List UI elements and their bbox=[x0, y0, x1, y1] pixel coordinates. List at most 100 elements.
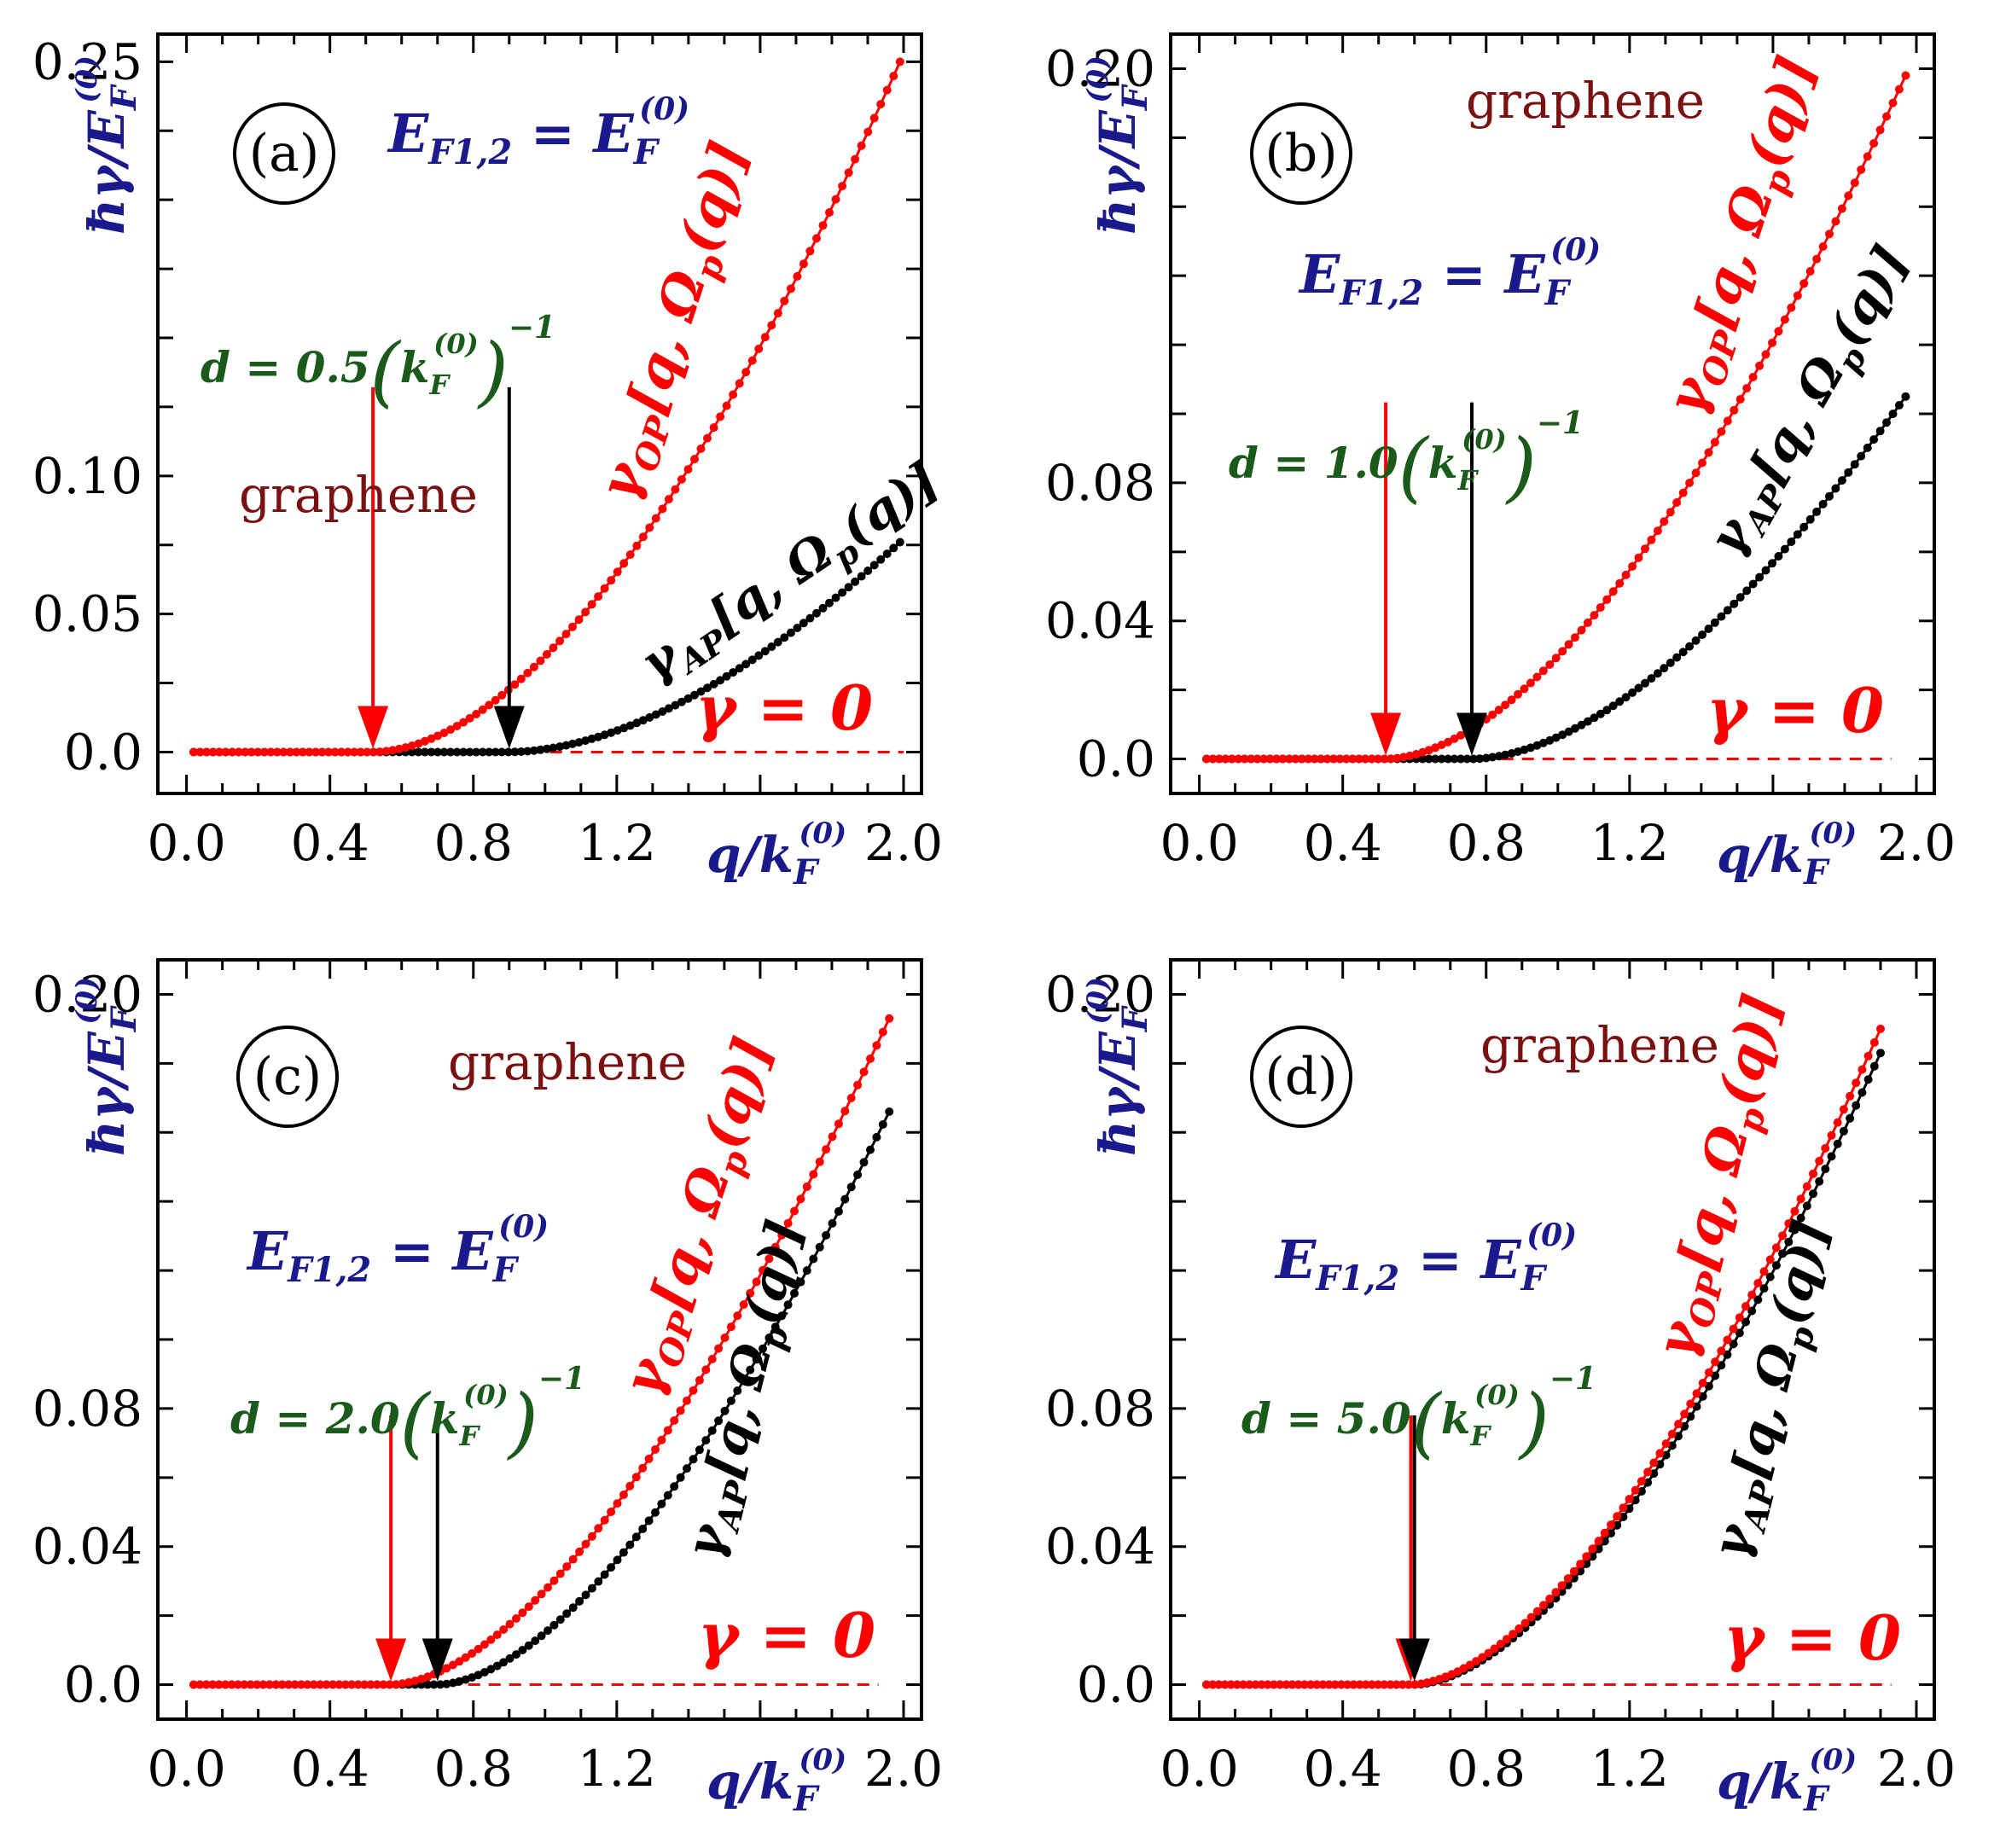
op-curve-point bbox=[512, 1614, 520, 1623]
op-curve-point bbox=[1538, 666, 1548, 676]
ap-curve-point bbox=[594, 732, 603, 741]
ap-curve-point bbox=[793, 624, 802, 632]
op-curve-point bbox=[381, 747, 391, 756]
op-curve-point bbox=[1837, 204, 1846, 213]
ap-curve-point bbox=[657, 1499, 666, 1508]
ap-curve-point bbox=[607, 1563, 616, 1572]
op-curve-point bbox=[1583, 618, 1592, 627]
ap-curve-point bbox=[1876, 1049, 1885, 1058]
ap-curve-point bbox=[1827, 1152, 1836, 1161]
op-curve-point bbox=[607, 1508, 616, 1516]
ap-curve-point bbox=[1863, 1075, 1873, 1084]
ap-curve-point bbox=[581, 736, 590, 746]
op-curve-point bbox=[356, 747, 365, 757]
op-curve-point bbox=[518, 1608, 527, 1618]
ap-curve-point bbox=[1812, 507, 1822, 516]
op-curve-point bbox=[1545, 660, 1555, 669]
ap-curve-point bbox=[492, 1661, 502, 1671]
ap-curve-point bbox=[1809, 1189, 1817, 1199]
x-tick-label: 1.2 bbox=[578, 1740, 656, 1798]
op-curve-point bbox=[1253, 754, 1262, 764]
ap-curve-point bbox=[465, 747, 474, 757]
ap-curve-point bbox=[1796, 1213, 1805, 1223]
x-tick-label: 0.4 bbox=[291, 814, 369, 872]
panel-label: (a) bbox=[233, 102, 335, 205]
y-tick-labels: 0.0 0.04 0.08 0.20 bbox=[1045, 965, 1155, 1713]
op-curve-point bbox=[671, 485, 680, 494]
x-tick-label: 0.4 bbox=[1304, 1740, 1382, 1798]
x-tick-label: 1.2 bbox=[1590, 1740, 1669, 1798]
op-curve-point bbox=[1202, 1680, 1211, 1689]
ap-curve-point bbox=[1831, 484, 1840, 493]
op-curve-point bbox=[474, 1644, 483, 1653]
ap-curve-point bbox=[638, 1525, 648, 1533]
ap-threshold-arrow-head bbox=[1398, 1638, 1430, 1682]
ap-curve-point bbox=[510, 747, 520, 757]
ap-curve-point bbox=[549, 1620, 559, 1630]
op-curve-point bbox=[401, 743, 410, 753]
op-curve-point bbox=[752, 1277, 761, 1287]
op-curve-point bbox=[311, 747, 320, 757]
op-curve-point bbox=[1288, 1680, 1297, 1689]
op-curve-point bbox=[1857, 165, 1866, 174]
op-curve-point bbox=[632, 541, 642, 550]
panel-d: 0.0 0.04 0.08 0.20 0.0 0.4 0.8 1.2 2.0 ħγ/EF(0)… bbox=[1045, 958, 1956, 1819]
ap-curve-point bbox=[1802, 1201, 1811, 1211]
op-curve-point bbox=[625, 550, 635, 560]
op-curve-point bbox=[1398, 753, 1408, 762]
ap-curve-point bbox=[790, 1288, 799, 1298]
ap-curve-point bbox=[1741, 1317, 1750, 1327]
op-curve-point bbox=[1704, 448, 1713, 457]
op-curve-point bbox=[1270, 1680, 1278, 1689]
ap-curve-point bbox=[1501, 750, 1510, 759]
op-curve-point bbox=[1337, 1680, 1346, 1689]
op-curve-point bbox=[1202, 754, 1211, 764]
op-curve-point bbox=[486, 1635, 496, 1644]
op-curve-point bbox=[796, 1194, 805, 1204]
op-curve-point bbox=[480, 1640, 489, 1649]
op-curve-point bbox=[872, 1041, 881, 1050]
op-curve-point bbox=[831, 195, 840, 204]
ap-curve-point bbox=[1850, 460, 1859, 469]
y-tick-label: 0.0 bbox=[1077, 1656, 1155, 1714]
op-curve-point bbox=[1392, 1680, 1401, 1689]
ap-curve-point bbox=[523, 747, 532, 756]
panel-label: (d) bbox=[1250, 1026, 1352, 1128]
op-curve-point bbox=[369, 747, 378, 757]
op-curve-point bbox=[228, 747, 237, 757]
ap-curve-point bbox=[1735, 1328, 1744, 1338]
tick-marks bbox=[1171, 34, 1934, 793]
op-curve-point bbox=[420, 736, 429, 746]
ap-curve-point bbox=[863, 567, 873, 575]
ap-curve-point bbox=[735, 664, 744, 673]
op-curve-point bbox=[461, 1653, 470, 1662]
op-curve-point bbox=[1846, 1091, 1855, 1101]
op-curve-point bbox=[372, 1680, 381, 1689]
op-curve-point bbox=[324, 747, 333, 757]
op-curve-point bbox=[1742, 384, 1752, 393]
op-curve-point bbox=[284, 1680, 294, 1689]
ap-curve-point bbox=[1837, 476, 1846, 485]
op-curve-point bbox=[497, 690, 507, 700]
panel-label-circle bbox=[236, 1026, 339, 1128]
op-curve-point bbox=[459, 718, 468, 727]
ap-curve-point bbox=[818, 603, 828, 613]
ap-curve-point bbox=[885, 1107, 894, 1116]
op-curve-point bbox=[735, 379, 744, 388]
ap-curve-point bbox=[1863, 443, 1872, 452]
op-curve-point bbox=[1284, 754, 1294, 764]
ap-curve-point bbox=[1641, 678, 1649, 688]
ap-curve-point bbox=[1894, 401, 1904, 410]
ap-curve-point bbox=[1538, 738, 1548, 747]
op-curve-point bbox=[1312, 1680, 1322, 1689]
op-curve-point bbox=[544, 1583, 552, 1592]
op-curve-point bbox=[1876, 1024, 1885, 1033]
op-curve-point bbox=[1774, 327, 1783, 336]
op-curve-point bbox=[1678, 488, 1688, 497]
ap-curve-point bbox=[1869, 1061, 1879, 1071]
op-curve-point bbox=[1239, 1680, 1248, 1689]
op-curve-point bbox=[846, 1094, 856, 1102]
ap-curve-point bbox=[524, 1641, 533, 1650]
ap-curve-point bbox=[631, 1532, 641, 1542]
x-axis-label: q/kF(0) bbox=[706, 816, 846, 892]
